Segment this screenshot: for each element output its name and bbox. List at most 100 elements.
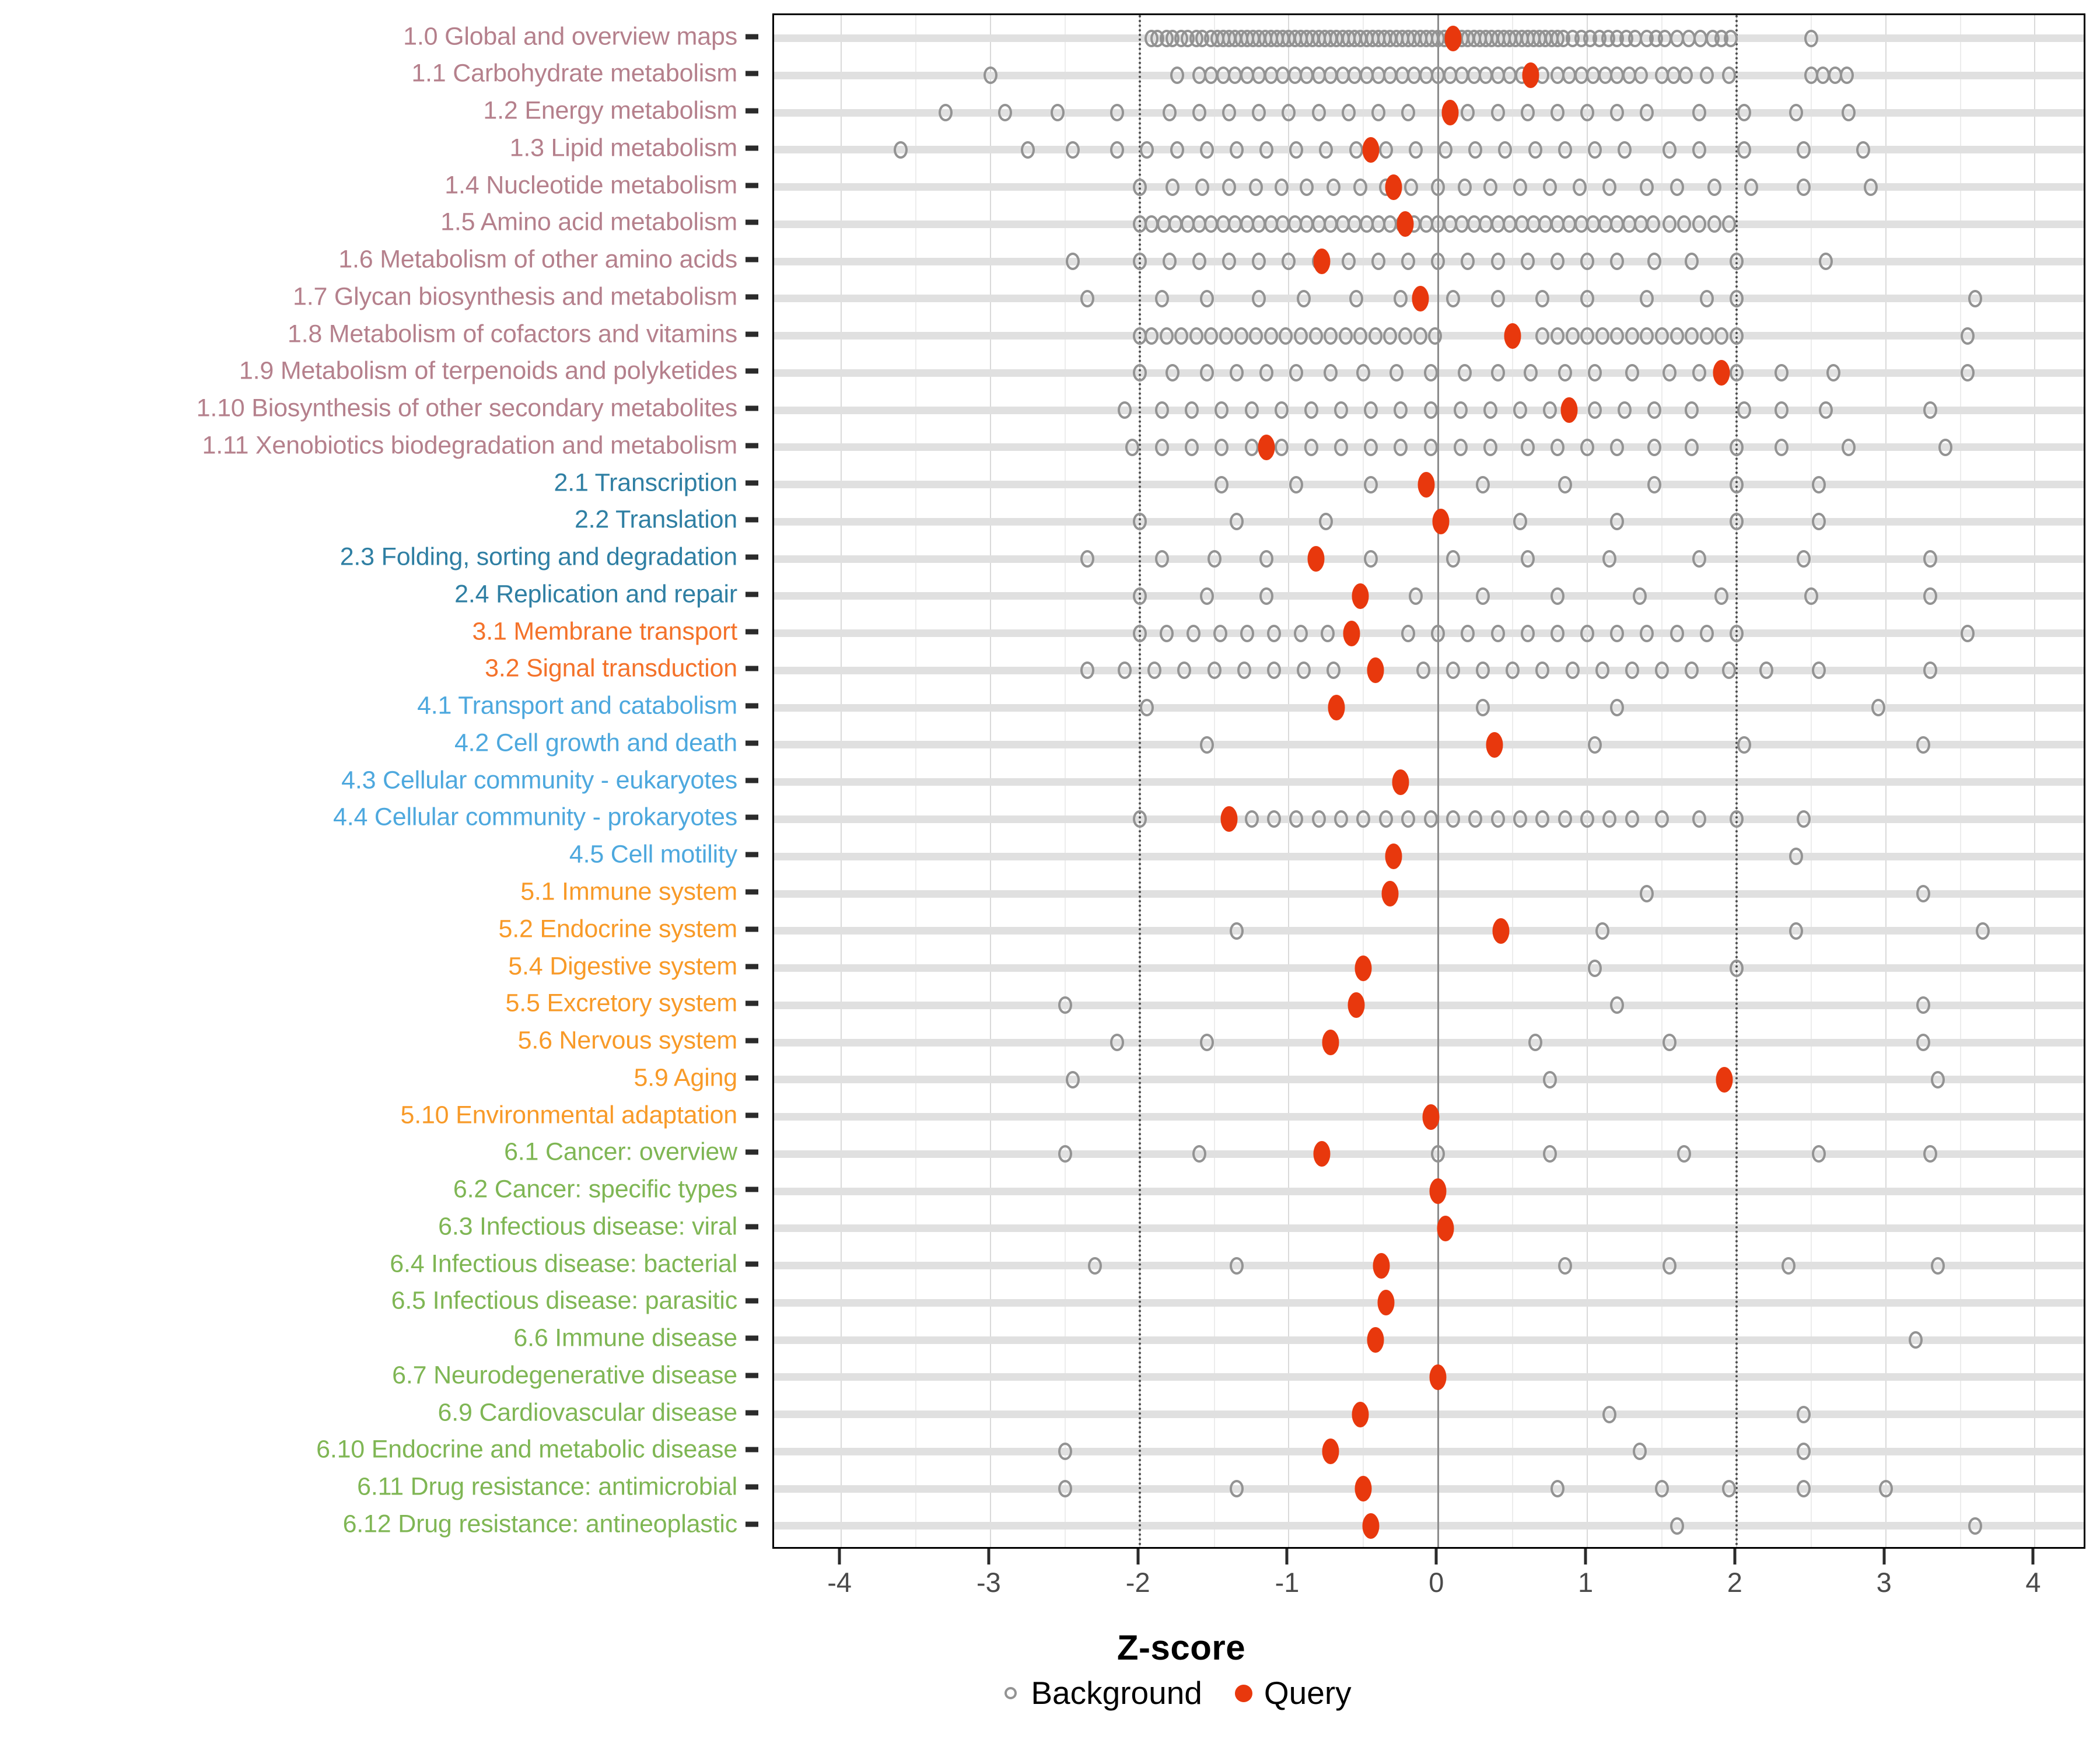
background-point	[1640, 624, 1654, 642]
query-point	[1313, 1141, 1331, 1167]
y-axis-category-label: 4.1 Transport and catabolism	[417, 691, 737, 720]
background-point	[1321, 624, 1335, 642]
background-point	[1279, 327, 1293, 345]
y-axis-category-label: 6.12 Drug resistance: antineoplastic	[342, 1510, 738, 1538]
background-point	[1722, 1480, 1737, 1498]
background-point	[1408, 587, 1423, 605]
background-point	[1923, 401, 1938, 419]
background-point	[1229, 364, 1244, 382]
y-axis-tick	[746, 517, 758, 523]
background-point	[1625, 364, 1639, 382]
background-point	[1840, 66, 1854, 85]
background-point	[1125, 438, 1139, 456]
background-point	[1610, 104, 1625, 122]
background-point	[1811, 1145, 1826, 1163]
background-point	[1147, 662, 1162, 680]
background-point	[1234, 327, 1248, 345]
background-point	[1304, 438, 1318, 456]
row-band	[774, 1038, 2084, 1046]
background-point	[1625, 327, 1639, 345]
y-axis-category-label: 1.0 Global and overview maps	[403, 22, 737, 51]
x-axis-tick	[838, 1549, 841, 1564]
background-point	[1394, 401, 1408, 419]
y-axis-tick	[746, 1186, 758, 1192]
background-point	[1199, 364, 1214, 382]
row-band	[774, 1447, 2084, 1455]
y-axis-tick	[746, 1224, 758, 1230]
query-point	[1492, 918, 1510, 944]
background-point	[1177, 662, 1192, 680]
y-axis-category-label: 6.2 Cancer: specific types	[453, 1175, 737, 1203]
background-point	[1192, 1145, 1207, 1163]
query-point	[1504, 323, 1521, 349]
background-point	[1923, 1145, 1938, 1163]
background-point	[1289, 810, 1304, 828]
y-axis-tick	[746, 294, 758, 300]
background-point	[1692, 550, 1706, 568]
background-point	[1550, 624, 1564, 642]
query-point	[1522, 62, 1539, 89]
background-point	[1789, 922, 1804, 940]
y-axis-category-label: 5.1 Immune system	[520, 877, 737, 906]
background-point	[1543, 1070, 1558, 1088]
background-point	[1132, 810, 1147, 828]
background-point	[1506, 662, 1520, 680]
query-point	[1486, 732, 1503, 758]
background-point	[1625, 810, 1639, 828]
query-point	[1422, 1104, 1439, 1130]
legend-label-query: Query	[1264, 1675, 1352, 1711]
background-point	[1446, 550, 1460, 568]
background-point	[1341, 104, 1356, 122]
y-axis-tick	[746, 778, 758, 783]
background-point	[1789, 848, 1804, 866]
background-point	[1737, 401, 1751, 419]
y-axis-category-label: 4.4 Cellular community - prokaryotes	[333, 803, 737, 831]
background-point	[1431, 253, 1446, 271]
background-point	[1595, 922, 1609, 940]
background-point	[1550, 587, 1564, 605]
x-axis: -4 -3 -2 -1 0 1 2 3 4	[772, 1549, 2085, 1630]
background-point	[1259, 141, 1274, 159]
query-point	[1412, 285, 1429, 312]
background-point	[1513, 401, 1527, 419]
background-point	[1165, 364, 1180, 382]
background-point	[1159, 624, 1174, 642]
background-point	[1722, 66, 1737, 85]
background-point	[1446, 810, 1460, 828]
background-point	[1565, 662, 1580, 680]
y-axis-tick	[746, 592, 758, 597]
background-point	[1662, 215, 1676, 233]
y-axis-category-label: 2.2 Translation	[574, 505, 737, 534]
background-point	[1550, 104, 1564, 122]
query-point	[1716, 1066, 1733, 1093]
background-point	[1625, 662, 1639, 680]
background-point	[1423, 401, 1438, 419]
background-point	[1311, 104, 1326, 122]
y-axis-category-label: 1.6 Metabolism of other amino acids	[338, 245, 737, 274]
background-point	[1610, 327, 1625, 345]
background-point	[1513, 513, 1527, 531]
y-axis-tick	[746, 964, 758, 970]
background-point	[1826, 364, 1841, 382]
zero-reference-line	[1437, 15, 1439, 1547]
query-point	[1713, 360, 1730, 386]
row-band	[774, 704, 2084, 712]
row-band	[774, 1076, 2084, 1084]
background-point	[1646, 215, 1660, 233]
query-point	[1348, 992, 1365, 1019]
background-point	[1249, 327, 1264, 345]
query-point	[1220, 806, 1238, 832]
background-point	[1252, 289, 1266, 307]
background-point	[1401, 253, 1416, 271]
background-point	[1428, 327, 1443, 345]
x-axis-title: Z-score	[0, 1628, 2100, 1668]
background-point	[1602, 178, 1617, 196]
y-axis-tick	[746, 852, 758, 858]
y-axis-category-label: 2.3 Folding, sorting and degradation	[340, 542, 737, 571]
background-point	[939, 104, 953, 122]
background-point	[1282, 104, 1296, 122]
background-point	[1458, 364, 1472, 382]
background-point	[1647, 253, 1662, 271]
background-point	[1774, 364, 1788, 382]
background-point	[1774, 401, 1788, 419]
